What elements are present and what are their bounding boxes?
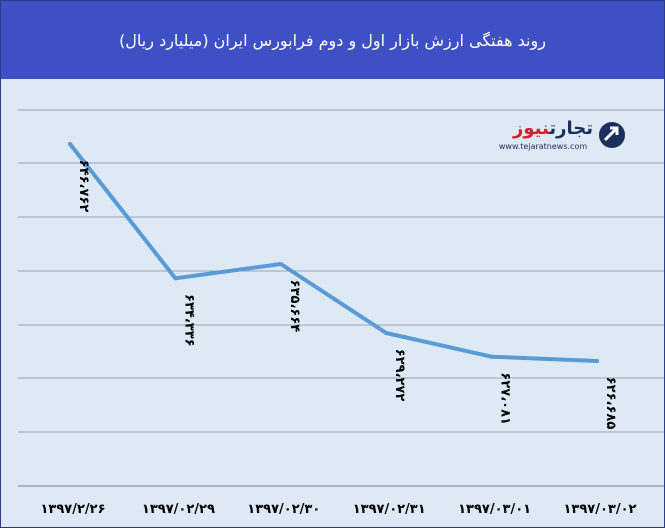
data-label: ۶۴۶،۷۶۲ xyxy=(76,160,91,213)
data-point xyxy=(173,276,178,281)
data-labels: ۶۴۶،۷۶۲ ۶۳۴،۳۳۶ ۶۳۵،۶۶۴ ۶۲۹،۲۷۲ ۶۲۷،۰۸۱ ۶۲۶،۶… xyxy=(76,160,618,430)
data-label: ۶۲۶،۶۸۵ xyxy=(603,377,618,430)
x-tick-label: ۱۳۹۷/۰۳/۰۱ xyxy=(458,502,531,517)
data-point xyxy=(489,354,494,359)
chart-title: روند هفتگی ارزش بازار اول و دوم فرابورس … xyxy=(119,31,546,50)
x-axis-tick-labels: ۱۳۹۷/۲/۲۶ ۱۳۹۷/۰۲/۲۹ ۱۳۹۷/۰۲/۳۰ ۱۳۹۷/۰۲/۳۱ ۱… xyxy=(40,502,636,517)
x-tick-label: ۱۳۹۷/۰۲/۲۹ xyxy=(142,502,215,517)
data-label: ۶۳۵،۶۶۴ xyxy=(287,280,302,333)
series-line-layer xyxy=(68,142,599,363)
header-bar: روند هفتگی ارزش بازار اول و دوم فرابورس … xyxy=(1,1,664,79)
data-point xyxy=(68,142,72,146)
gridlines xyxy=(18,109,664,487)
x-tick-label: ۱۳۹۷/۰۲/۳۰ xyxy=(247,502,320,517)
data-point xyxy=(595,359,599,363)
tejarat-news-logo: تجارتنیوز www.tejaratnews.com xyxy=(493,116,638,158)
data-point xyxy=(278,261,283,266)
data-label: ۶۳۴،۳۳۶ xyxy=(181,294,196,347)
logo-wordmark: تجارتنیوز xyxy=(493,118,593,139)
logo-name-part2: نیوز xyxy=(513,118,550,139)
x-tick-label: ۱۳۹۷/۲/۲۶ xyxy=(40,502,105,517)
data-point xyxy=(384,331,389,336)
logo-name-part1: تجارت xyxy=(549,118,593,139)
x-tick-label: ۱۳۹۷/۰۲/۳۱ xyxy=(353,502,426,517)
series-line xyxy=(68,142,599,363)
logo-emblem-icon xyxy=(599,122,625,148)
logo-url: www.tejaratnews.com xyxy=(498,142,588,151)
data-label: ۶۲۷،۰۸۱ xyxy=(498,372,513,425)
data-label: ۶۲۹،۲۷۲ xyxy=(392,349,407,402)
x-tick-label: ۱۳۹۷/۰۳/۰۲ xyxy=(564,502,637,517)
